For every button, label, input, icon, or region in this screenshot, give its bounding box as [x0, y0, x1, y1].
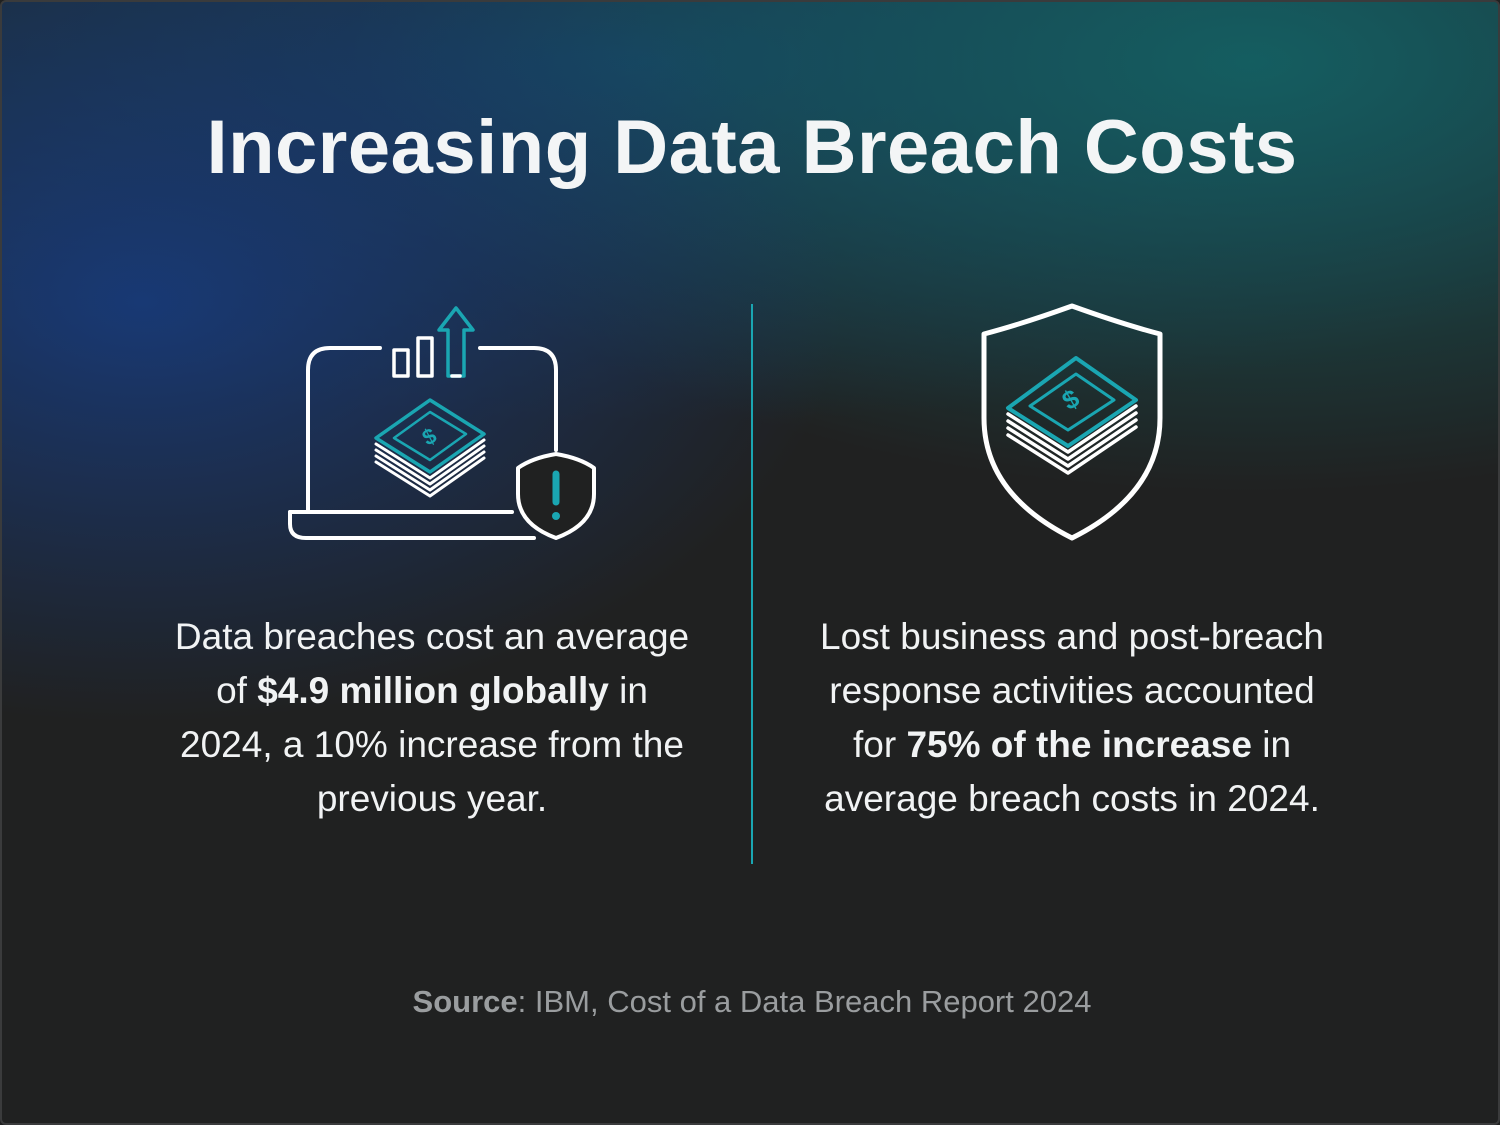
shield-money-icon: $ [981, 303, 1163, 541]
source-citation: Source: IBM, Cost of a Data Breach Repor… [2, 984, 1498, 1020]
laptop-money-chart-shield-icon: $ [288, 306, 596, 540]
breach-cost-text-1: Data breaches cost an average of [174, 616, 690, 711]
section-divider [751, 304, 753, 864]
breach-cost-highlight: $4.9 million globally [257, 670, 609, 711]
source-text: : IBM, Cost of a Data Breach Report 2024 [517, 984, 1092, 1019]
breach-cost-text-2: in 2024, a 10% increase from the previou… [180, 670, 684, 819]
lost-business-stat: Lost business and post-breach response a… [812, 610, 1332, 826]
page-title: Increasing Data Breach Costs [206, 105, 1298, 190]
svg-text:$: $ [418, 423, 441, 451]
breach-cost-stat: Data breaches cost an average of $4.9 mi… [172, 610, 692, 826]
lost-business-text-2: in average breach costs in 2024. [824, 724, 1320, 819]
lost-business-highlight: 75% of the increase [906, 724, 1252, 765]
lost-business-text-1: Lost business and post-breach response a… [820, 616, 1324, 765]
source-label: Source [412, 984, 518, 1019]
svg-text:$: $ [1057, 383, 1085, 416]
